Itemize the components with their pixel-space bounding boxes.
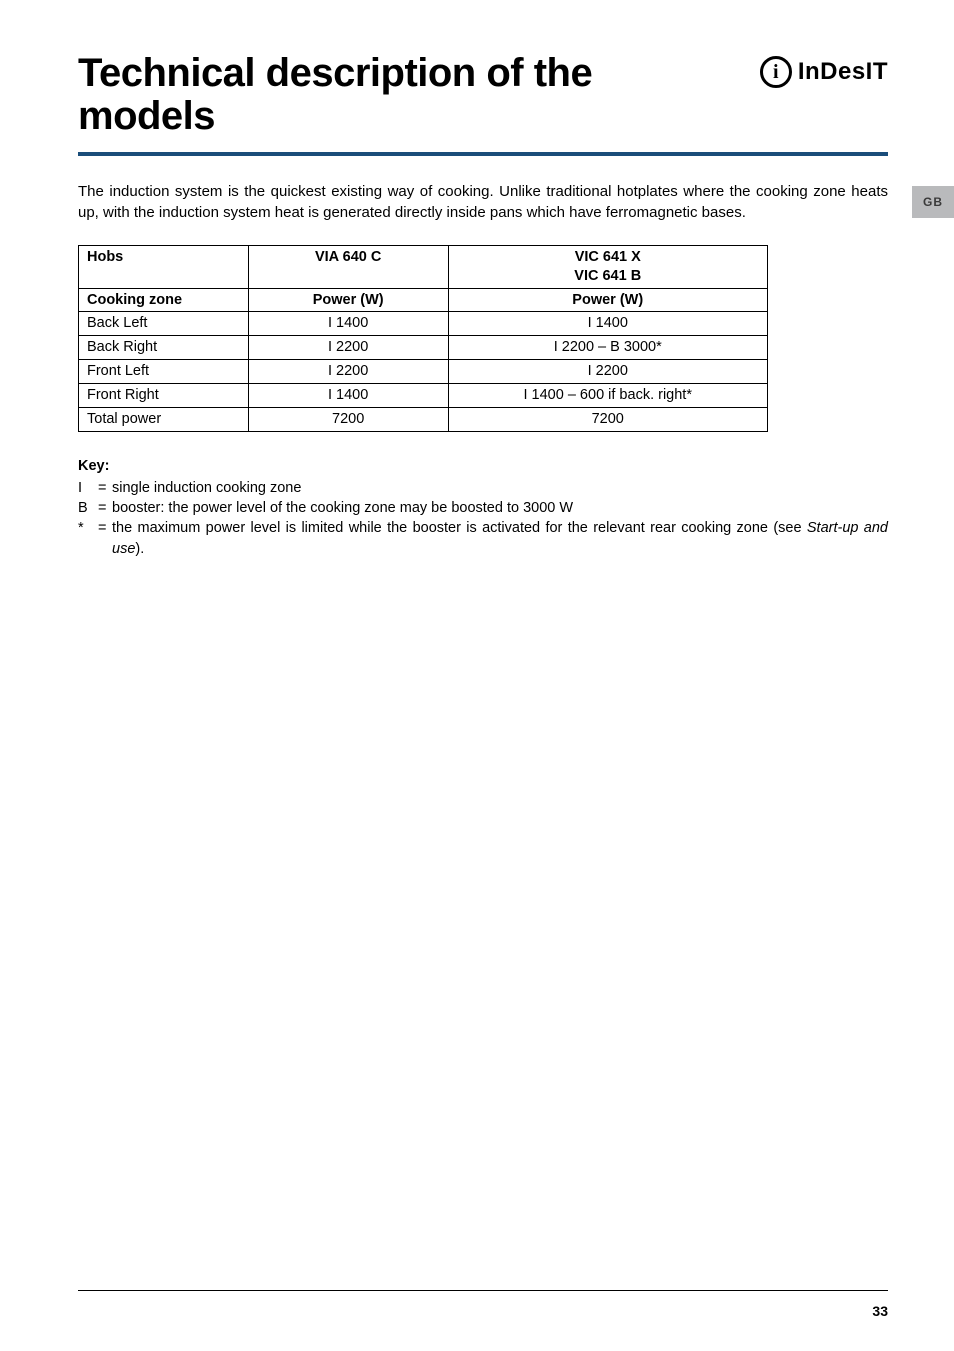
key-text: the maximum power level is limited while… <box>112 518 888 559</box>
th-hobs: Hobs <box>79 245 249 288</box>
language-tab: GB <box>912 186 954 218</box>
cell: I 2200 <box>248 336 448 360</box>
intro-paragraph: The induction system is the quickest exi… <box>78 182 888 223</box>
cell: I 1400 – 600 if back. right* <box>448 383 768 407</box>
cell: I 2200 – B 3000* <box>448 336 768 360</box>
key-symbol: B <box>78 498 98 518</box>
header-row: Technical description of the models i In… <box>78 52 888 138</box>
cell: I 1400 <box>448 312 768 336</box>
cell: 7200 <box>448 407 768 431</box>
cell: Front Left <box>79 360 249 384</box>
footer-rule <box>78 1290 888 1292</box>
cell: Back Right <box>79 336 249 360</box>
cell: Back Left <box>79 312 249 336</box>
logo-text: InDesIT <box>798 58 888 86</box>
page-title: Technical description of the models <box>78 52 698 138</box>
key-equals: = <box>98 518 112 559</box>
th-power-b: Power (W) <box>448 288 768 312</box>
key-text: booster: the power level of the cooking … <box>112 498 888 518</box>
cell: Total power <box>79 407 249 431</box>
key-item-star: * = the maximum power level is limited w… <box>78 518 888 559</box>
logo-icon: i <box>760 56 792 88</box>
brand-logo: i InDesIT <box>760 56 888 88</box>
table-row: Front Left I 2200 I 2200 <box>79 360 768 384</box>
cell: 7200 <box>248 407 448 431</box>
key-heading: Key: <box>78 458 888 474</box>
key-equals: = <box>98 478 112 498</box>
key-symbol: I <box>78 478 98 498</box>
cell: I 2200 <box>248 360 448 384</box>
key-symbol: * <box>78 518 98 559</box>
page-number: 33 <box>872 1303 888 1319</box>
cell: I 2200 <box>448 360 768 384</box>
table-row: Front Right I 1400 I 1400 – 600 if back.… <box>79 383 768 407</box>
table-row: Back Left I 1400 I 1400 <box>79 312 768 336</box>
key-item: I = single induction cooking zone <box>78 478 888 498</box>
table-row: Back Right I 2200 I 2200 – B 3000* <box>79 336 768 360</box>
th-power-a: Power (W) <box>248 288 448 312</box>
model-b-line2: VIC 641 B <box>457 267 760 286</box>
page: Technical description of the models i In… <box>0 0 954 1351</box>
cell: I 1400 <box>248 383 448 407</box>
table-header-row-1: Hobs VIA 640 C VIC 641 X VIC 641 B <box>79 245 768 288</box>
title-rule <box>78 152 888 156</box>
key-item: B = booster: the power level of the cook… <box>78 498 888 518</box>
specs-table: Hobs VIA 640 C VIC 641 X VIC 641 B Cooki… <box>78 245 768 432</box>
key-list: I = single induction cooking zone B = bo… <box>78 478 888 559</box>
key-star-post: ). <box>135 541 144 557</box>
th-model-a: VIA 640 C <box>248 245 448 288</box>
th-zone: Cooking zone <box>79 288 249 312</box>
key-equals: = <box>98 498 112 518</box>
key-text: single induction cooking zone <box>112 478 888 498</box>
key-section: Key: I = single induction cooking zone B… <box>78 458 888 559</box>
th-model-b: VIC 641 X VIC 641 B <box>448 245 768 288</box>
table-header-row-2: Cooking zone Power (W) Power (W) <box>79 288 768 312</box>
model-b-line1: VIC 641 X <box>457 248 760 267</box>
cell: I 1400 <box>248 312 448 336</box>
cell: Front Right <box>79 383 249 407</box>
table-row: Total power 7200 7200 <box>79 407 768 431</box>
key-star-pre: the maximum power level is limited while… <box>112 520 807 536</box>
